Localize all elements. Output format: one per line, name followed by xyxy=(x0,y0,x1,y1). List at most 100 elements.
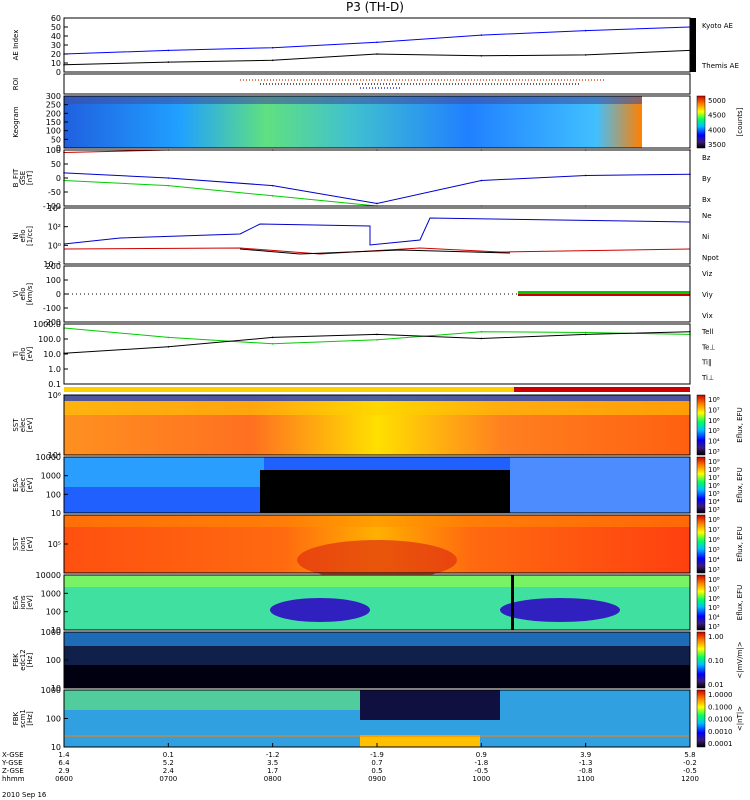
data-point-ae xyxy=(480,34,483,36)
colorbar-tick-sst_i: 10⁶ xyxy=(708,536,720,544)
colorbar-tick-esa_e: 10³ xyxy=(708,506,720,514)
y-tick-label-vi: -100 xyxy=(43,304,61,313)
x-tick-label: 0.1 xyxy=(163,751,174,759)
data-point-ti xyxy=(271,336,274,339)
y-sublabel-ti: eflo xyxy=(19,348,27,361)
y-sublabel-sst_i: ions xyxy=(19,536,27,551)
x-tick-label: 0.7 xyxy=(371,759,382,767)
x-tick-label: -1.2 xyxy=(266,751,280,759)
data-point-bfit xyxy=(167,177,170,179)
colorbar-unit-keogram: [counts] xyxy=(736,107,744,136)
y-sublabel-vi: eflo xyxy=(19,288,27,301)
data-point-ae xyxy=(376,41,378,44)
legend-ni: Npot xyxy=(702,254,719,262)
colorbar-tick-esa_i: 10⁸ xyxy=(708,576,720,584)
y-tick-label-ae: 30 xyxy=(51,41,61,50)
sst-electron-spectrogram xyxy=(64,395,690,455)
colorbar-unit-sst_i: Eflux, EFU xyxy=(736,526,744,561)
x-tick-label: 3.5 xyxy=(267,759,278,767)
x-tick-label: 0900 xyxy=(368,775,386,783)
y-label-bfit: B_FIT xyxy=(12,168,20,187)
y-label-vi: Vi xyxy=(12,291,20,298)
y-sublabel-esa_e: elec xyxy=(19,478,27,493)
x-tick-label: 0800 xyxy=(264,775,282,783)
x-tick-label: 1200 xyxy=(681,775,699,783)
panel-frame-esa_i xyxy=(63,574,691,631)
y-tick-label-vi: 0 xyxy=(56,290,61,299)
y-tick-label-keogram: 300 xyxy=(46,92,61,101)
colorbar-tick-sst_e: 10³ xyxy=(708,448,720,456)
y-tick-label-ae: 50 xyxy=(51,23,61,32)
data-point-ae xyxy=(480,55,483,57)
fbk-scm1-spectrogram xyxy=(64,690,690,747)
colorbar-tick-sst_e: 10⁸ xyxy=(708,396,720,404)
y-tick-label-esa_e: 100 xyxy=(46,490,61,499)
y-unit-ni: [1/cc] xyxy=(26,226,34,246)
x-tick-label: -1.3 xyxy=(579,759,593,767)
colorbar-tick-sst_i: 10⁸ xyxy=(708,516,720,524)
plot-title: P3 (TH-D) xyxy=(346,0,404,14)
y-tick-label-fbk_e: 10 xyxy=(51,684,61,693)
colorbar-tick-keogram: 3500 xyxy=(708,141,726,149)
y-tick-label-ae: 0 xyxy=(56,68,61,77)
sst-ion-spectrogram xyxy=(64,515,690,580)
legend-ti: Ti‖ xyxy=(701,359,712,367)
x-tick-label: -1.8 xyxy=(474,759,488,767)
colorbar-esa_e xyxy=(696,456,706,514)
colorbar-tick-sst_i: 10³ xyxy=(708,566,720,574)
data-point-ti xyxy=(271,342,274,345)
y-label-ae: AE Index xyxy=(12,30,20,61)
y-tick-label-ni: 10² xyxy=(48,223,61,232)
colorbar-tick-sst_e: 10⁷ xyxy=(708,406,720,414)
data-point-ae xyxy=(584,29,587,32)
colorbar-fbk_e xyxy=(696,631,706,689)
y-tick-label-esa_i: 100 xyxy=(46,608,61,617)
data-point-ae xyxy=(584,54,587,56)
y-tick-label-ti: 1000.0 xyxy=(33,320,61,329)
x-tick-label: -0.5 xyxy=(683,767,697,775)
y-tick-label-ae: 40 xyxy=(51,32,61,41)
y-tick-label-esa_i: 10 xyxy=(51,626,61,635)
y-label-fbk_e: FBK xyxy=(12,653,20,667)
y-tick-label-esa_e: 1000 xyxy=(41,472,61,481)
x-row-label: Z-GSE xyxy=(2,767,24,775)
y-tick-label-ae: 10 xyxy=(51,59,61,68)
panel-frame-roi xyxy=(63,73,691,95)
x-tick-label: 1100 xyxy=(577,775,595,783)
legend-ae: Kyoto AE xyxy=(702,22,733,30)
data-point-bfit xyxy=(271,184,274,187)
colorbar-tick-esa_e: 10⁴ xyxy=(708,498,720,506)
colorbar-tick-esa_i: 10³ xyxy=(708,623,720,631)
y-label-ti: Ti xyxy=(12,351,20,358)
y-tick-label-sst_e: 10⁶ xyxy=(48,391,61,400)
series-line-bfit xyxy=(63,180,690,207)
data-point-bfit xyxy=(584,174,587,177)
legend-ti: Tell xyxy=(701,328,713,336)
x-tick-label: 0600 xyxy=(55,775,73,783)
y-tick-label-keogram: 100 xyxy=(46,127,61,136)
x-tick-label: 0.5 xyxy=(371,767,382,775)
y-unit-esa_i: [eV] xyxy=(26,595,34,610)
colorbar-tick-esa_i: 10⁵ xyxy=(708,604,720,612)
y-tick-label-keogram: 250 xyxy=(46,101,61,110)
series-line-ni-npot xyxy=(63,217,691,246)
flag-bar-red xyxy=(514,387,690,392)
x-tick-label: -0.5 xyxy=(474,767,488,775)
roi-markers xyxy=(240,79,605,89)
data-point-ti xyxy=(167,345,170,348)
x-row-label: X-GSE xyxy=(2,751,24,759)
esa-ion-spectrogram xyxy=(64,575,690,630)
colorbars: 5000450040003500[counts]10⁸10⁷10⁶10⁵10⁴1… xyxy=(696,95,744,748)
colorbar-tick-esa_i: 10⁷ xyxy=(708,585,720,593)
colorbar-tick-fbk_e: 1.00 xyxy=(708,633,724,641)
x-tick-label: -0.2 xyxy=(683,759,697,767)
y-label-fbk_b: FBK xyxy=(12,711,20,725)
x-tick-label: 1.7 xyxy=(267,767,278,775)
y-tick-label-vi: 100 xyxy=(46,276,61,285)
y-label-esa_i: ESA xyxy=(12,595,20,609)
y-label-roi: ROI xyxy=(12,78,20,90)
y-label-sst_e: SST xyxy=(12,418,20,432)
legend-bfit: Bx xyxy=(702,196,711,204)
colorbar-tick-fbk_e: 0.01 xyxy=(708,681,724,689)
